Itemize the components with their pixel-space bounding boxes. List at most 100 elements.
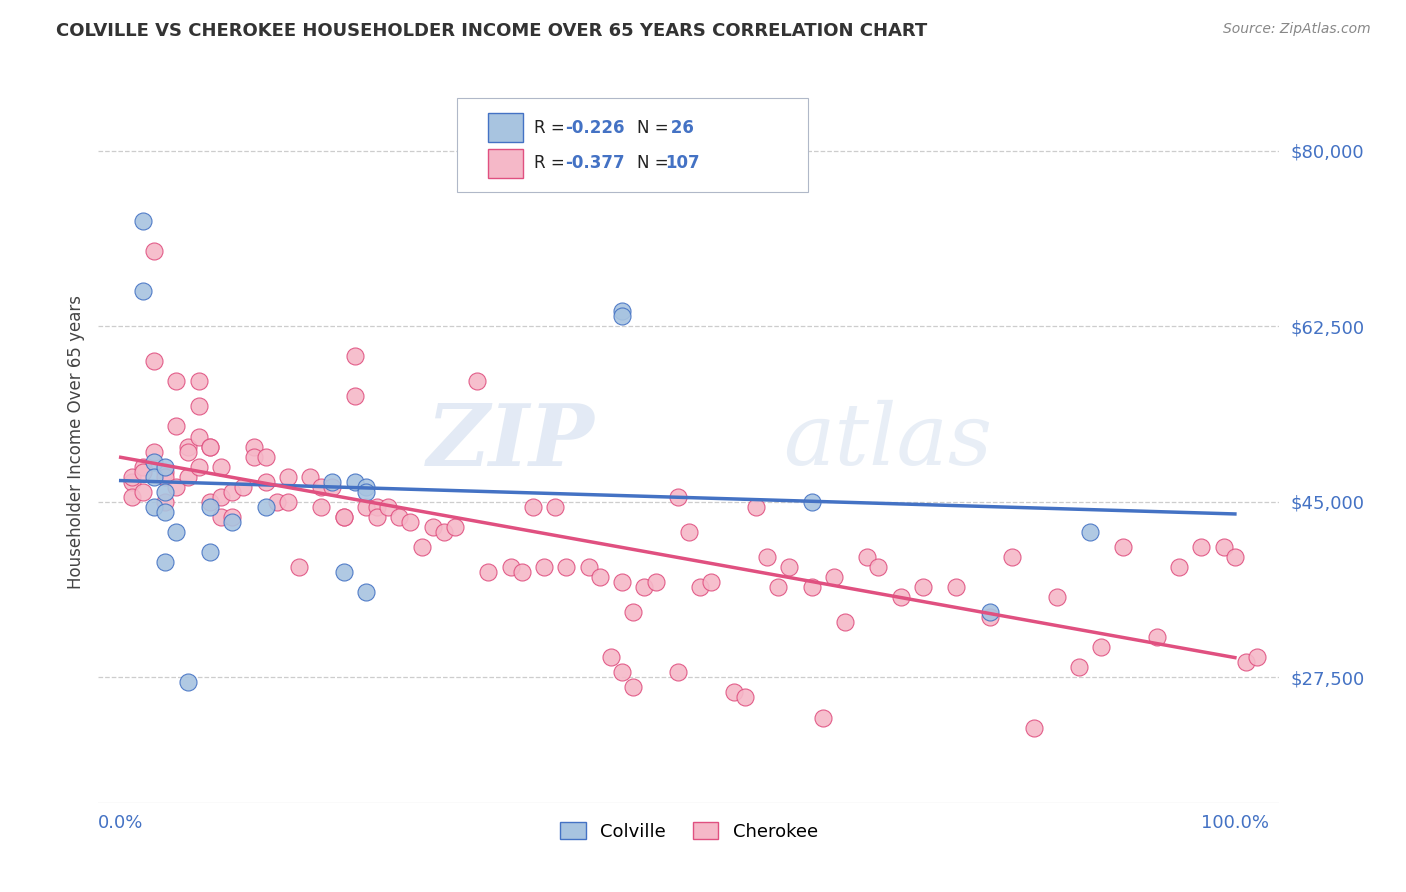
Point bbox=[555, 560, 578, 574]
Point bbox=[1078, 524, 1101, 539]
Point bbox=[254, 475, 277, 489]
Point bbox=[610, 304, 633, 318]
Point bbox=[411, 540, 433, 554]
Point bbox=[377, 500, 399, 514]
Point bbox=[187, 400, 209, 414]
Y-axis label: Householder Income Over 65 years: Householder Income Over 65 years bbox=[66, 294, 84, 589]
Point bbox=[198, 500, 221, 514]
Point bbox=[544, 500, 567, 514]
Point bbox=[600, 650, 623, 665]
Point bbox=[198, 494, 221, 508]
Point bbox=[578, 560, 600, 574]
Point bbox=[165, 419, 187, 434]
Point bbox=[1090, 640, 1112, 655]
Point bbox=[366, 500, 388, 514]
Point bbox=[678, 524, 700, 539]
Point bbox=[979, 605, 1001, 619]
Point bbox=[868, 560, 890, 574]
Point bbox=[399, 515, 422, 529]
Point bbox=[1112, 540, 1135, 554]
Point bbox=[121, 469, 143, 483]
Point bbox=[823, 570, 845, 584]
Point bbox=[221, 484, 243, 499]
Point bbox=[254, 500, 277, 514]
Point bbox=[288, 560, 311, 574]
Point bbox=[778, 560, 800, 574]
Point bbox=[266, 494, 288, 508]
Point bbox=[621, 681, 644, 695]
Point bbox=[121, 475, 143, 489]
Point bbox=[945, 580, 967, 594]
Point bbox=[911, 580, 934, 594]
Point bbox=[243, 440, 266, 454]
Point bbox=[309, 480, 332, 494]
Point bbox=[343, 475, 366, 489]
Point bbox=[143, 500, 166, 514]
Point bbox=[533, 560, 555, 574]
Point bbox=[1046, 590, 1069, 604]
Point bbox=[143, 469, 166, 483]
Point bbox=[644, 574, 666, 589]
Point bbox=[354, 585, 377, 599]
Point bbox=[755, 549, 778, 564]
Point bbox=[477, 565, 499, 579]
Point bbox=[209, 459, 232, 474]
Point bbox=[332, 509, 354, 524]
Point bbox=[1146, 630, 1168, 644]
Point bbox=[621, 605, 644, 619]
Text: COLVILLE VS CHEROKEE HOUSEHOLDER INCOME OVER 65 YEARS CORRELATION CHART: COLVILLE VS CHEROKEE HOUSEHOLDER INCOME … bbox=[56, 22, 928, 40]
Text: N =: N = bbox=[637, 119, 673, 136]
Point bbox=[155, 505, 177, 519]
Point bbox=[143, 454, 166, 469]
Point bbox=[856, 549, 879, 564]
Point bbox=[165, 374, 187, 388]
Point bbox=[198, 440, 221, 454]
Point bbox=[354, 480, 377, 494]
Point bbox=[132, 284, 155, 298]
Point bbox=[343, 389, 366, 403]
Text: 26: 26 bbox=[665, 119, 695, 136]
Point bbox=[700, 574, 723, 589]
Point bbox=[155, 465, 177, 479]
Point bbox=[277, 494, 299, 508]
Point bbox=[176, 444, 198, 458]
Point bbox=[1001, 549, 1024, 564]
Point bbox=[444, 520, 467, 534]
Point bbox=[155, 484, 177, 499]
Point bbox=[155, 555, 177, 569]
Point bbox=[890, 590, 912, 604]
Text: Source: ZipAtlas.com: Source: ZipAtlas.com bbox=[1223, 22, 1371, 37]
Text: R =: R = bbox=[534, 154, 571, 172]
Point bbox=[209, 490, 232, 504]
Point bbox=[1067, 660, 1090, 674]
Point bbox=[221, 515, 243, 529]
Point bbox=[834, 615, 856, 630]
Point bbox=[155, 459, 177, 474]
Point bbox=[132, 213, 155, 227]
Point bbox=[165, 480, 187, 494]
Point bbox=[666, 665, 689, 680]
Point bbox=[1024, 721, 1046, 735]
Point bbox=[610, 309, 633, 323]
Point bbox=[221, 509, 243, 524]
Point bbox=[366, 509, 388, 524]
Point bbox=[610, 665, 633, 680]
Point bbox=[388, 509, 411, 524]
Text: atlas: atlas bbox=[783, 401, 993, 483]
Point bbox=[343, 349, 366, 363]
Point bbox=[176, 675, 198, 690]
Point bbox=[499, 560, 522, 574]
Point bbox=[800, 494, 823, 508]
Point bbox=[610, 574, 633, 589]
Text: ZIP: ZIP bbox=[426, 400, 595, 483]
Point bbox=[321, 480, 343, 494]
Point bbox=[165, 524, 187, 539]
Point bbox=[1191, 540, 1213, 554]
Point bbox=[800, 580, 823, 594]
Point bbox=[187, 374, 209, 388]
Point bbox=[143, 444, 166, 458]
Point bbox=[433, 524, 456, 539]
Point bbox=[176, 440, 198, 454]
Point bbox=[132, 484, 155, 499]
Point bbox=[745, 500, 768, 514]
